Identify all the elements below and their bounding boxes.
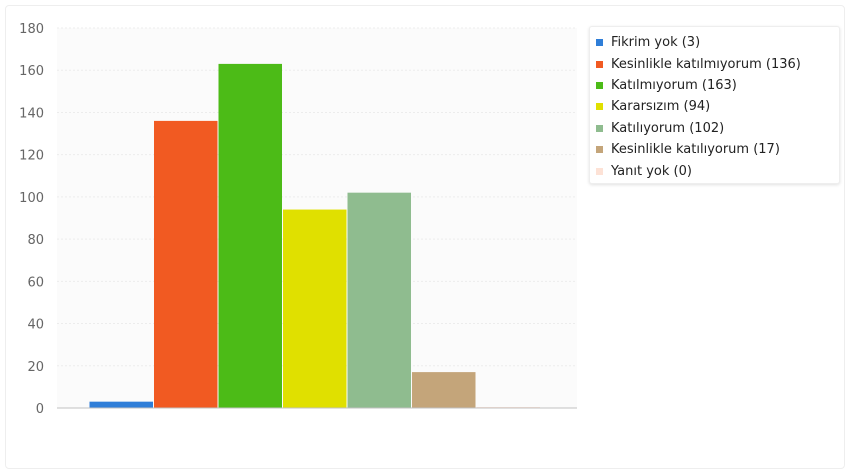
legend-item: Kesinlikle katılıyorum (17) [596, 139, 839, 160]
legend-item: Kesinlikle katılmıyorum (136) [596, 53, 839, 74]
legend-label: Yanıt yok (0) [611, 163, 692, 179]
legend-label: Kesinlikle katılıyorum (17) [611, 142, 780, 158]
legend-label: Katılıyorum (102) [611, 120, 725, 136]
y-tick-label: 140 [19, 106, 44, 121]
legend-swatch [596, 167, 603, 175]
bar [154, 120, 218, 408]
legend-swatch [596, 146, 603, 154]
legend: Fikrim yok (3) Kesinlikle katılmıyorum (1… [589, 26, 840, 184]
y-tick-label: 180 [19, 22, 44, 37]
bars [89, 63, 540, 409]
legend-item: Kararsızım (94) [596, 96, 839, 117]
bar [89, 401, 153, 408]
legend-swatch [596, 60, 603, 68]
legend-label: Kesinlikle katılmıyorum (136) [611, 56, 801, 72]
legend-item: Yanıt yok (0) [596, 160, 839, 181]
legend-swatch [596, 124, 603, 132]
legend-label: Kararsızım (94) [611, 99, 711, 115]
legend-item: Katılıyorum (102) [596, 118, 839, 139]
bar [412, 372, 476, 408]
bar [218, 63, 282, 409]
y-tick-label: 120 [19, 149, 44, 164]
y-tick-label: 160 [19, 64, 44, 79]
legend-swatch [596, 81, 603, 89]
y-tick-label: 40 [27, 318, 44, 333]
y-tick-label: 0 [36, 402, 44, 417]
y-tick-label: 20 [27, 360, 44, 375]
bar [283, 209, 347, 408]
y-axis-tick-labels: 0 20 40 60 80 100 120 140 160 180 [19, 22, 44, 417]
y-tick-label: 80 [27, 233, 44, 248]
legend-item: Katılmıyorum (163) [596, 75, 839, 96]
legend-swatch [596, 103, 603, 111]
legend-item: Fikrim yok (3) [596, 32, 839, 53]
y-tick-label: 100 [19, 191, 44, 206]
legend-label: Fikrim yok (3) [611, 35, 701, 51]
bar [347, 192, 411, 408]
legend-label: Katılmıyorum (163) [611, 77, 737, 93]
legend-swatch [596, 39, 603, 47]
y-tick-label: 60 [27, 275, 44, 290]
